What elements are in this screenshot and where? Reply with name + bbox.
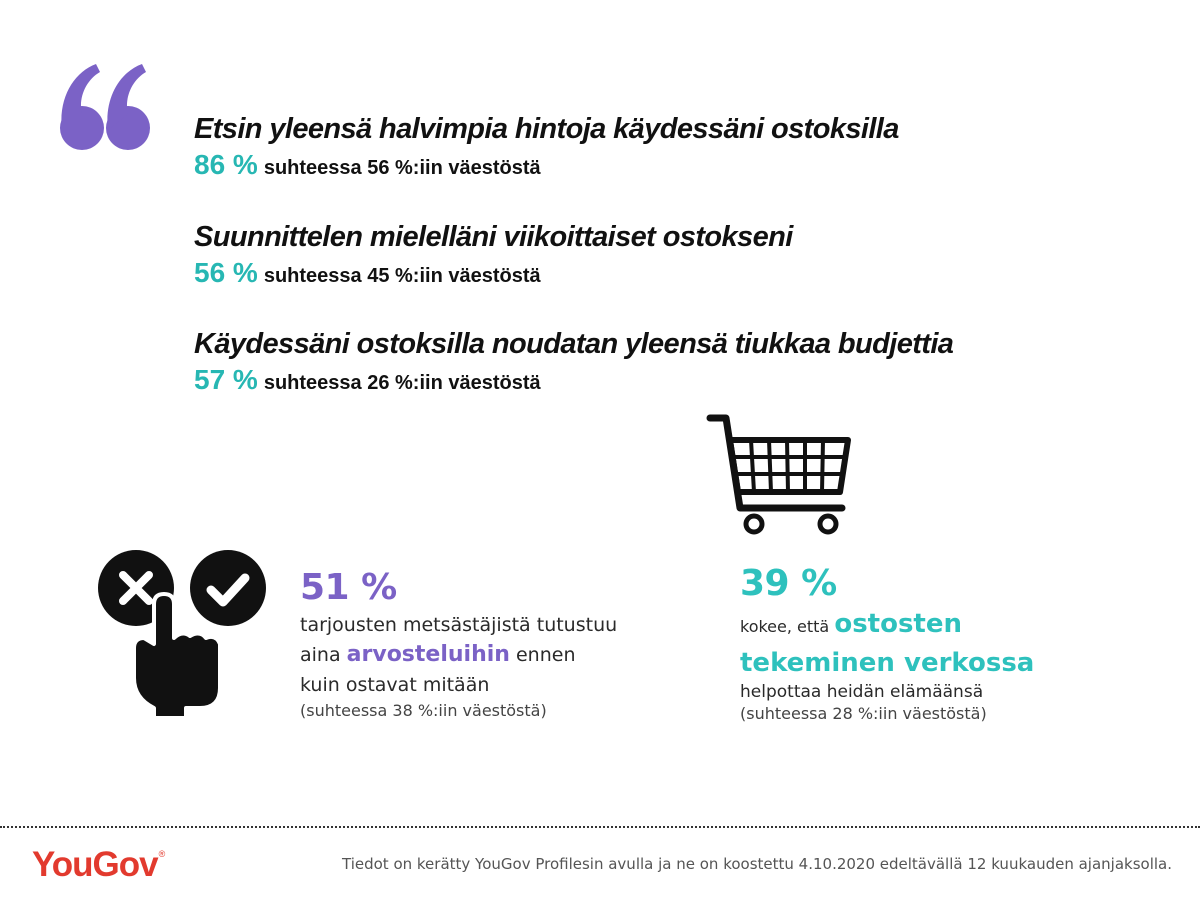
- statement-title: Suunnittelen mielelläni viikoittaiset os…: [194, 221, 793, 253]
- stat-line-highlight: kokee, että ostosten: [740, 609, 963, 639]
- stat-percentage: 39 %: [740, 563, 837, 604]
- statement-2: Suunnittelen mielelläni viikoittaiset os…: [194, 220, 793, 293]
- statement-3: Käydessäni ostoksilla noudatan yleensä t…: [194, 327, 954, 400]
- footer-note: Tiedot on kerätty YouGov Profilesin avul…: [342, 855, 1172, 873]
- highlight-shopping: ostosten: [834, 609, 963, 639]
- stat-line-highlight: aina arvosteluihin ennen: [300, 642, 576, 667]
- statement-comparison: suhteessa 45 %:iin väestöstä: [263, 265, 541, 287]
- shopping-cart-icon: [706, 414, 851, 535]
- stat-line: kuin ostavat mitään: [300, 674, 490, 696]
- registered-mark: ®: [158, 849, 166, 859]
- stat-note: (suhteessa 28 %:iin väestöstä): [740, 704, 987, 723]
- statement-comparison: suhteessa 26 %:iin väestöstä: [263, 372, 541, 394]
- highlight-reviews: arvosteluihin: [346, 642, 510, 667]
- statement-title: Etsin yleensä halvimpia hintoja käydessä…: [194, 113, 899, 145]
- statement-1: Etsin yleensä halvimpia hintoja käydessä…: [194, 112, 899, 185]
- footer-divider: [0, 826, 1200, 828]
- highlight-online: tekeminen verkossa: [740, 648, 1035, 678]
- approve-reject-hand-icon: [98, 550, 266, 718]
- statement-title: Käydessäni ostoksilla noudatan yleensä t…: [194, 328, 954, 360]
- quote-icon: [60, 64, 150, 150]
- stat-percentage: 51 %: [300, 567, 397, 608]
- stat-line: helpottaa heidän elämäänsä: [740, 682, 984, 702]
- online-shopping-stat: 39 % kokee, että ostosten tekeminen verk…: [740, 562, 1160, 725]
- statement-comparison: suhteessa 56 %:iin väestöstä: [263, 157, 541, 179]
- hunters-review-stat: 51 % tarjousten metsästäjistä tutustuu a…: [300, 566, 680, 722]
- stat-line: tarjousten metsästäjistä tutustuu: [300, 614, 618, 636]
- stat-note: (suhteessa 38 %:iin väestöstä): [300, 701, 547, 720]
- yougov-logo: YouGov®: [32, 845, 166, 884]
- statement-percentage: 56 %: [194, 257, 258, 288]
- statement-percentage: 86 %: [194, 149, 258, 180]
- statement-percentage: 57 %: [194, 364, 258, 395]
